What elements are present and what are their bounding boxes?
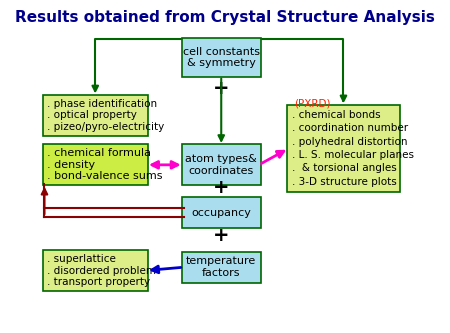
FancyBboxPatch shape [43,250,148,291]
Text: atom types&
coordinates: atom types& coordinates [185,154,257,175]
Text: . bond-valence sums: . bond-valence sums [48,171,163,181]
Text: . density: . density [48,160,95,170]
Text: . transport property: . transport property [48,277,151,287]
FancyBboxPatch shape [287,105,400,192]
Text: . chemical formula: . chemical formula [48,148,152,158]
FancyBboxPatch shape [43,95,148,136]
FancyBboxPatch shape [182,197,261,228]
Text: Results obtained from Crystal Structure Analysis: Results obtained from Crystal Structure … [15,10,435,25]
Text: . 3-D structure plots: . 3-D structure plots [292,177,397,187]
Text: (PXRD): (PXRD) [294,99,330,109]
Text: +: + [213,226,230,245]
Text: temperature
factors: temperature factors [186,256,256,278]
Text: . optical property: . optical property [48,110,137,120]
Text: +: + [213,79,230,98]
FancyBboxPatch shape [182,38,261,77]
Text: occupancy: occupancy [191,208,251,218]
FancyBboxPatch shape [182,251,261,283]
Text: . L. S. molecular planes: . L. S. molecular planes [292,150,414,160]
Text: . superlattice: . superlattice [48,254,117,264]
Text: +: + [213,178,230,197]
Text: cell constants
& symmetry: cell constants & symmetry [183,47,260,68]
Text: . disordered problem: . disordered problem [48,265,157,275]
FancyBboxPatch shape [182,144,261,185]
FancyBboxPatch shape [43,144,148,185]
Text: . pizeo/pyro-electricity: . pizeo/pyro-electricity [48,122,165,132]
Text: . polyhedral distortion: . polyhedral distortion [292,137,407,147]
Text: . chemical bonds: . chemical bonds [292,110,381,120]
Text: . coordination number: . coordination number [292,123,408,133]
Text: .  & torsional angles: . & torsional angles [292,164,397,173]
Text: . phase identification: . phase identification [48,99,161,109]
